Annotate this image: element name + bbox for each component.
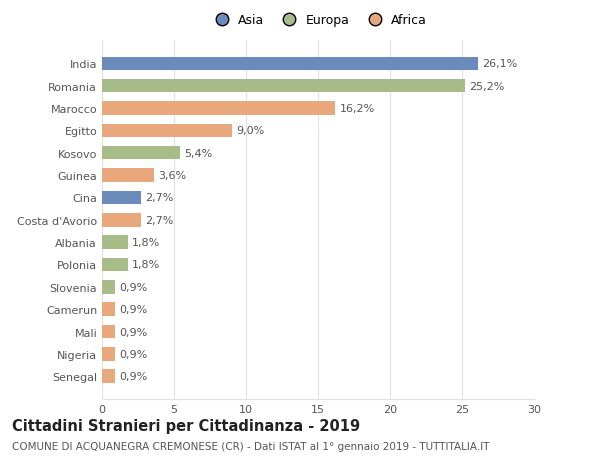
Bar — [102, 347, 115, 361]
Text: 0,9%: 0,9% — [119, 304, 148, 314]
Bar — [102, 124, 232, 138]
Bar — [102, 369, 115, 383]
Bar — [102, 280, 115, 294]
Text: 25,2%: 25,2% — [469, 82, 505, 91]
Legend: Asia, Europa, Africa: Asia, Europa, Africa — [207, 12, 429, 30]
Bar — [102, 236, 128, 249]
Text: 0,9%: 0,9% — [119, 349, 148, 359]
Text: 9,0%: 9,0% — [236, 126, 264, 136]
Text: 3,6%: 3,6% — [158, 171, 186, 181]
Text: 5,4%: 5,4% — [184, 148, 212, 158]
Text: 0,9%: 0,9% — [119, 371, 148, 381]
Bar — [102, 213, 141, 227]
Text: Cittadini Stranieri per Cittadinanza - 2019: Cittadini Stranieri per Cittadinanza - 2… — [12, 418, 360, 433]
Text: 0,9%: 0,9% — [119, 327, 148, 337]
Bar — [102, 258, 128, 272]
Text: 16,2%: 16,2% — [340, 104, 375, 114]
Text: 2,7%: 2,7% — [145, 193, 173, 203]
Bar — [102, 169, 154, 182]
Bar — [102, 57, 478, 71]
Bar — [102, 147, 180, 160]
Bar — [102, 80, 465, 93]
Text: 26,1%: 26,1% — [482, 59, 517, 69]
Text: 1,8%: 1,8% — [132, 238, 160, 247]
Bar — [102, 325, 115, 338]
Bar — [102, 102, 335, 116]
Text: 2,7%: 2,7% — [145, 215, 173, 225]
Bar — [102, 303, 115, 316]
Text: 1,8%: 1,8% — [132, 260, 160, 270]
Text: COMUNE DI ACQUANEGRA CREMONESE (CR) - Dati ISTAT al 1° gennaio 2019 - TUTTITALIA: COMUNE DI ACQUANEGRA CREMONESE (CR) - Da… — [12, 441, 490, 451]
Bar — [102, 191, 141, 205]
Text: 0,9%: 0,9% — [119, 282, 148, 292]
